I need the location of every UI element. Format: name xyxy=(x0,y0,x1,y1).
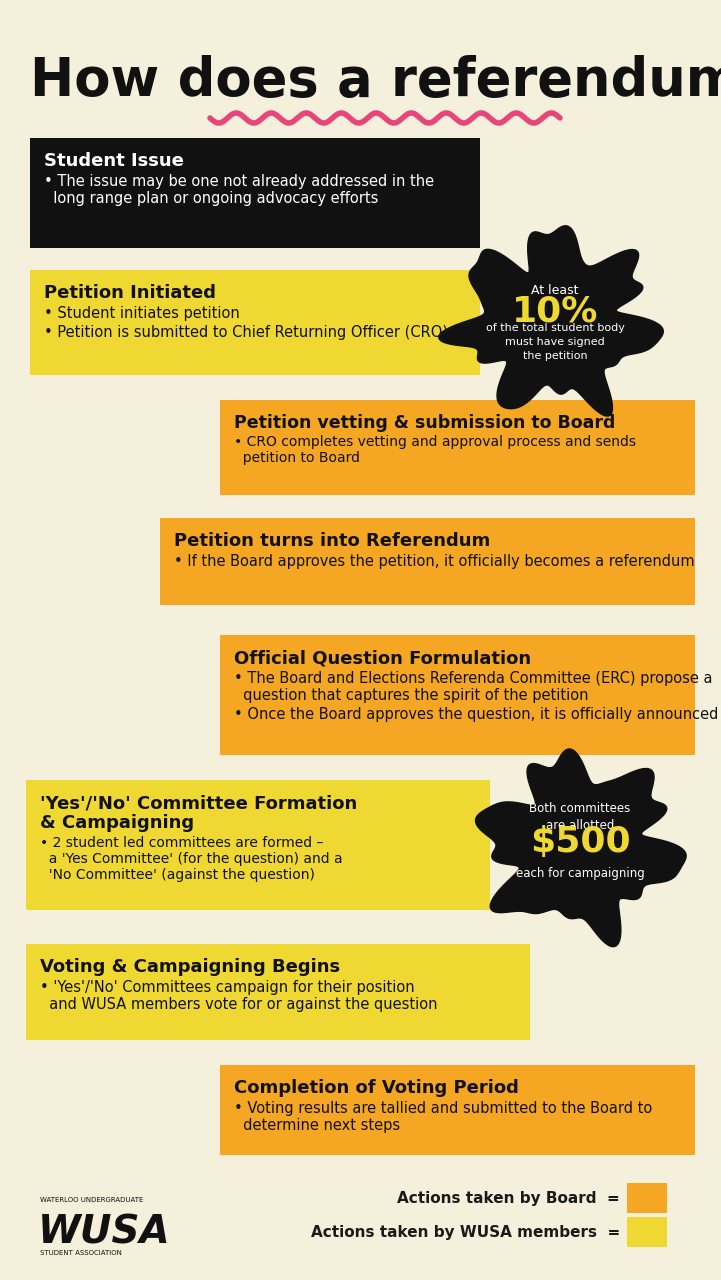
Text: • 2 student led committees are formed –: • 2 student led committees are formed – xyxy=(40,836,324,850)
FancyBboxPatch shape xyxy=(30,270,480,375)
FancyBboxPatch shape xyxy=(30,138,480,248)
Text: • The issue may be one not already addressed in the: • The issue may be one not already addre… xyxy=(44,174,434,189)
Text: 'No Committee' (against the question): 'No Committee' (against the question) xyxy=(40,868,315,882)
Text: • The Board and Elections Referenda Committee (ERC) propose a: • The Board and Elections Referenda Comm… xyxy=(234,671,712,686)
FancyBboxPatch shape xyxy=(220,1065,695,1155)
Text: of the total student body
must have signed
the petition: of the total student body must have sign… xyxy=(485,323,624,361)
Text: How does a referendum work?: How does a referendum work? xyxy=(30,55,721,108)
Text: Student Issue: Student Issue xyxy=(44,152,184,170)
FancyBboxPatch shape xyxy=(627,1183,667,1213)
FancyBboxPatch shape xyxy=(627,1217,667,1247)
FancyBboxPatch shape xyxy=(220,635,695,755)
Text: Completion of Voting Period: Completion of Voting Period xyxy=(234,1079,519,1097)
Text: • Once the Board approves the question, it is officially announced: • Once the Board approves the question, … xyxy=(234,707,718,722)
Text: 'Yes'/'No' Committee Formation: 'Yes'/'No' Committee Formation xyxy=(40,794,357,812)
Text: 10%: 10% xyxy=(512,294,598,329)
Text: Petition Initiated: Petition Initiated xyxy=(44,284,216,302)
Text: WATERLOO UNDERGRADUATE: WATERLOO UNDERGRADUATE xyxy=(40,1197,143,1203)
Text: $500: $500 xyxy=(530,826,630,859)
Text: long range plan or ongoing advocacy efforts: long range plan or ongoing advocacy effo… xyxy=(44,191,379,206)
FancyBboxPatch shape xyxy=(26,780,490,910)
Text: • If the Board approves the petition, it officially becomes a referendum: • If the Board approves the petition, it… xyxy=(174,554,694,570)
Polygon shape xyxy=(439,225,663,416)
Text: • Petition is submitted to Chief Returning Officer (CRO): • Petition is submitted to Chief Returni… xyxy=(44,325,448,340)
Text: Petition vetting & submission to Board: Petition vetting & submission to Board xyxy=(234,413,616,431)
Polygon shape xyxy=(476,749,686,947)
Text: WUSA: WUSA xyxy=(38,1213,171,1251)
Text: At least: At least xyxy=(531,283,579,297)
Text: Voting & Campaigning Begins: Voting & Campaigning Begins xyxy=(40,957,340,975)
FancyBboxPatch shape xyxy=(220,399,695,495)
Text: Actions taken by Board  =: Actions taken by Board = xyxy=(397,1190,620,1206)
Text: Petition turns into Referendum: Petition turns into Referendum xyxy=(174,532,490,550)
Text: determine next steps: determine next steps xyxy=(234,1117,400,1133)
Text: and WUSA members vote for or against the question: and WUSA members vote for or against the… xyxy=(40,997,438,1012)
Text: & Campaigning: & Campaigning xyxy=(40,814,194,832)
Text: Official Question Formulation: Official Question Formulation xyxy=(234,649,531,667)
Text: • 'Yes'/'No' Committees campaign for their position: • 'Yes'/'No' Committees campaign for the… xyxy=(40,980,415,995)
Text: STUDENT ASSOCIATION: STUDENT ASSOCIATION xyxy=(40,1251,122,1256)
Text: Both committees
are allotted: Both committees are allotted xyxy=(529,803,631,832)
Text: a 'Yes Committee' (for the question) and a: a 'Yes Committee' (for the question) and… xyxy=(40,852,342,867)
Text: petition to Board: petition to Board xyxy=(234,452,360,466)
FancyBboxPatch shape xyxy=(160,518,695,605)
Text: • Voting results are tallied and submitted to the Board to: • Voting results are tallied and submitt… xyxy=(234,1101,653,1116)
Text: each for campaigning: each for campaigning xyxy=(516,867,645,879)
FancyBboxPatch shape xyxy=(26,945,530,1039)
Text: question that captures the spirit of the petition: question that captures the spirit of the… xyxy=(234,687,588,703)
Text: Actions taken by WUSA members  =: Actions taken by WUSA members = xyxy=(311,1225,620,1239)
Text: • Student initiates petition: • Student initiates petition xyxy=(44,306,240,321)
Text: • CRO completes vetting and approval process and sends: • CRO completes vetting and approval pro… xyxy=(234,435,636,449)
